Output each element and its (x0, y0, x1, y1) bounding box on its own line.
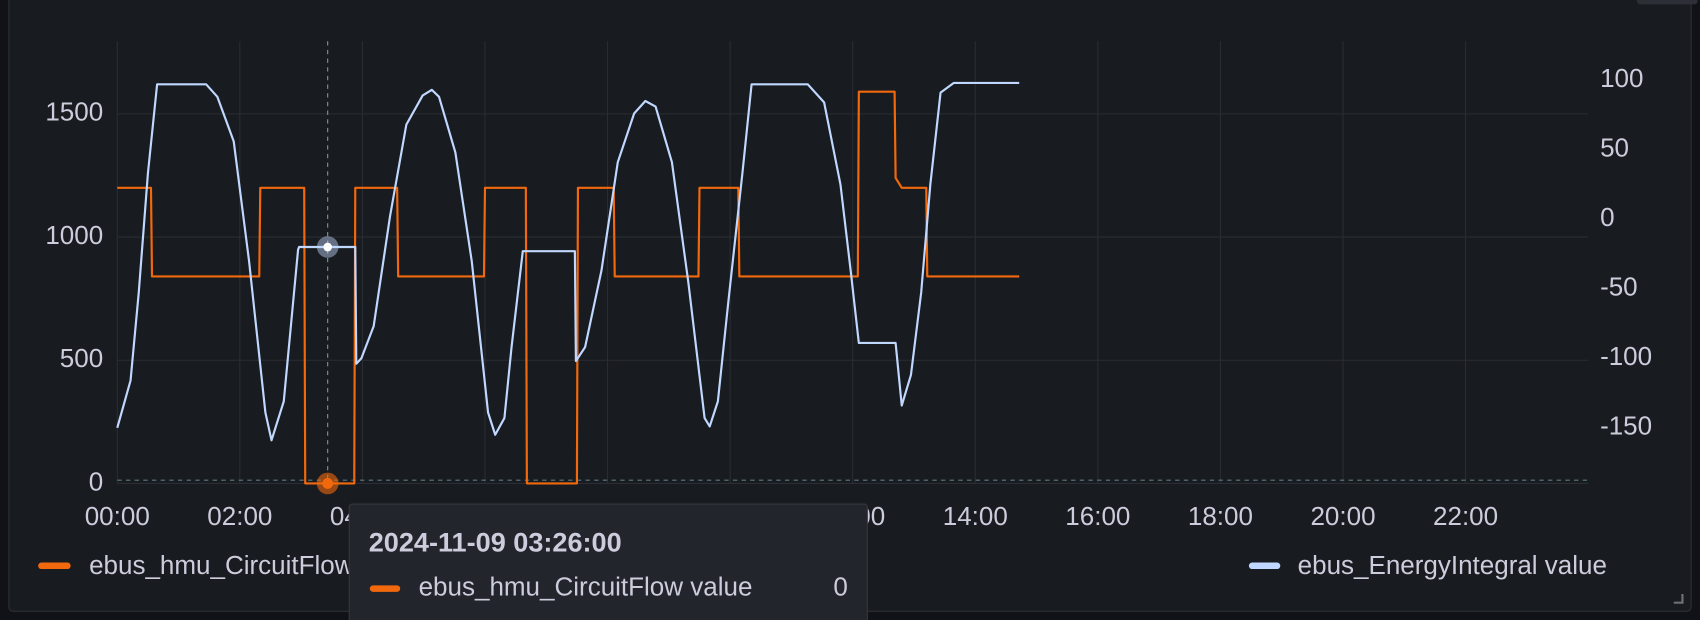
y-tick-label: 1000 (45, 220, 103, 250)
y2-tick-label: -100 (1600, 341, 1652, 371)
x-tick-label: 20:00 (1310, 501, 1375, 531)
panel-menu-button[interactable] (1636, 0, 1698, 5)
y2-tick-label: -150 (1600, 411, 1652, 441)
series-line (116, 81, 1020, 442)
resize-handle[interactable] (1673, 593, 1684, 604)
plot-area: 00:0002:0004:0006:0008:0010:0012:0014:00… (45, 41, 1652, 531)
x-tick-label: 00:00 (85, 501, 150, 531)
y2-tick-label: 100 (1600, 63, 1643, 93)
x-tick-label: 22:00 (1433, 501, 1498, 531)
tooltip-time: 2024-11-09 03:26:00 (369, 526, 622, 557)
tooltip-box (348, 503, 868, 620)
y2-tick-label: 50 (1600, 133, 1629, 163)
y2-tick-label: 0 (1600, 202, 1614, 232)
hover-point (322, 478, 334, 489)
x-tick-label: 02:00 (207, 501, 272, 531)
legend-label[interactable]: ebus_EnergyIntegral value (1298, 550, 1607, 580)
x-tick-label: 18:00 (1188, 501, 1253, 531)
series-line (117, 90, 1020, 485)
y2-tick-label: -50 (1600, 272, 1638, 302)
tooltip-value: 0 (833, 571, 847, 601)
y-tick-label: 0 (89, 466, 103, 496)
tooltip: 2024-11-09 03:26:00 ebus_hmu_CircuitFlow… (348, 503, 868, 620)
x-tick-label: 14:00 (943, 501, 1008, 531)
y-tick-label: 1500 (45, 97, 103, 127)
hover-point (323, 242, 333, 252)
tooltip-series: ebus_hmu_CircuitFlow value (419, 571, 753, 601)
x-tick-label: 16:00 (1065, 501, 1130, 531)
y-tick-label: 500 (60, 343, 103, 373)
